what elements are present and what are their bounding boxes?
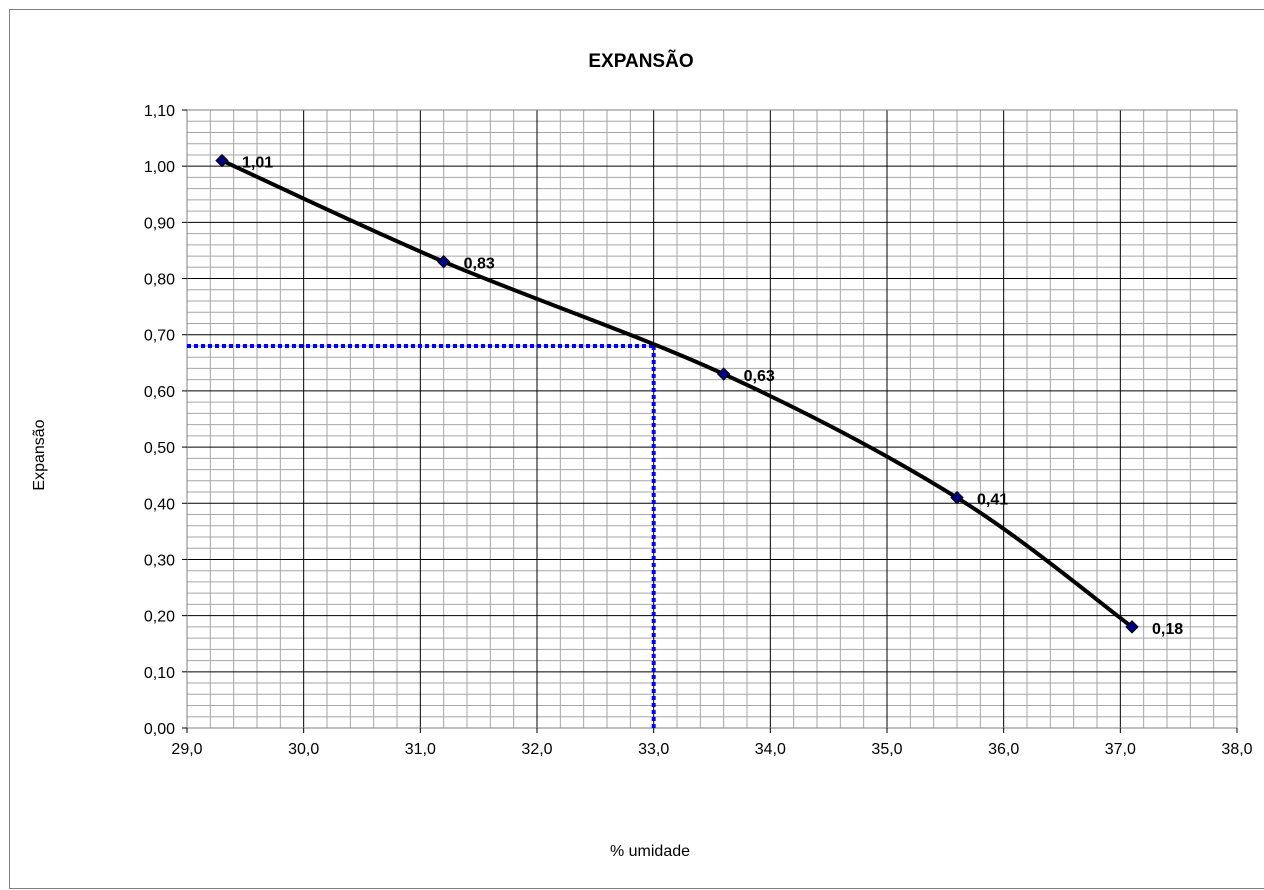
y-tick-label: 0,70	[144, 328, 175, 345]
y-axis-label: Expansão	[31, 419, 48, 490]
data-label: 0,18	[1152, 621, 1183, 638]
data-label: 0,83	[464, 256, 495, 273]
data-point-marker	[215, 153, 229, 168]
y-tick-label: 0,20	[144, 609, 175, 626]
data-point-marker	[1125, 620, 1139, 634]
y-tick-label: 1,10	[144, 103, 175, 120]
y-tick-label: 0,90	[144, 215, 175, 232]
data-label: 0,41	[977, 492, 1008, 509]
y-tick-label: 0,60	[144, 384, 175, 401]
data-point-marker	[716, 367, 731, 381]
x-tick-label: 31,0	[405, 741, 436, 758]
data-label: 0,63	[744, 368, 775, 385]
y-tick-label: 0,00	[144, 721, 175, 738]
y-tick-label: 0,10	[144, 665, 175, 682]
y-axis-ticks: 0,00 0,10 0,20 0,30 0,40 0,50 0,60 0,70 0,80 0,90…	[144, 103, 187, 738]
x-tick-label: 34,0	[755, 741, 786, 758]
x-tick-label: 38,0	[1221, 741, 1252, 758]
x-axis-label: % umidade	[610, 843, 690, 860]
plot-border	[186, 109, 1238, 729]
y-tick-label: 0,80	[144, 272, 175, 289]
x-tick-label: 36,0	[988, 741, 1019, 758]
y-tick-label: 1,00	[144, 159, 175, 176]
data-point-marker	[436, 254, 451, 269]
chart-frame: EXPANSÃO 1,01 0,83 0,63 0,41 0,18 0,00 0,10 0,…	[9, 9, 1264, 889]
plot-background	[187, 110, 1237, 728]
y-tick-label: 0,50	[144, 440, 175, 457]
x-axis-ticks: 29,0 30,0 31,0 32,0 33,0 34,0 35,0 36,0 37,0 38,0	[171, 728, 1253, 758]
x-tick-label: 30,0	[288, 741, 319, 758]
x-tick-label: 33,0	[638, 741, 669, 758]
data-label: 1,01	[242, 155, 273, 172]
x-tick-label: 32,0	[521, 741, 552, 758]
y-tick-label: 0,40	[144, 496, 175, 513]
plot-area: 1,01 0,83 0,63 0,41 0,18	[186, 109, 1238, 729]
x-tick-label: 37,0	[1105, 741, 1136, 758]
data-point-marker	[950, 490, 964, 505]
chart-svg: EXPANSÃO 1,010,830,630,410,18 0,000,100,…	[31, 50, 1253, 860]
x-tick-label: 29,0	[171, 741, 202, 758]
y-tick-label: 0,30	[144, 552, 175, 569]
x-tick-label: 35,0	[871, 741, 902, 758]
chart-title: EXPANSÃO	[588, 50, 693, 72]
